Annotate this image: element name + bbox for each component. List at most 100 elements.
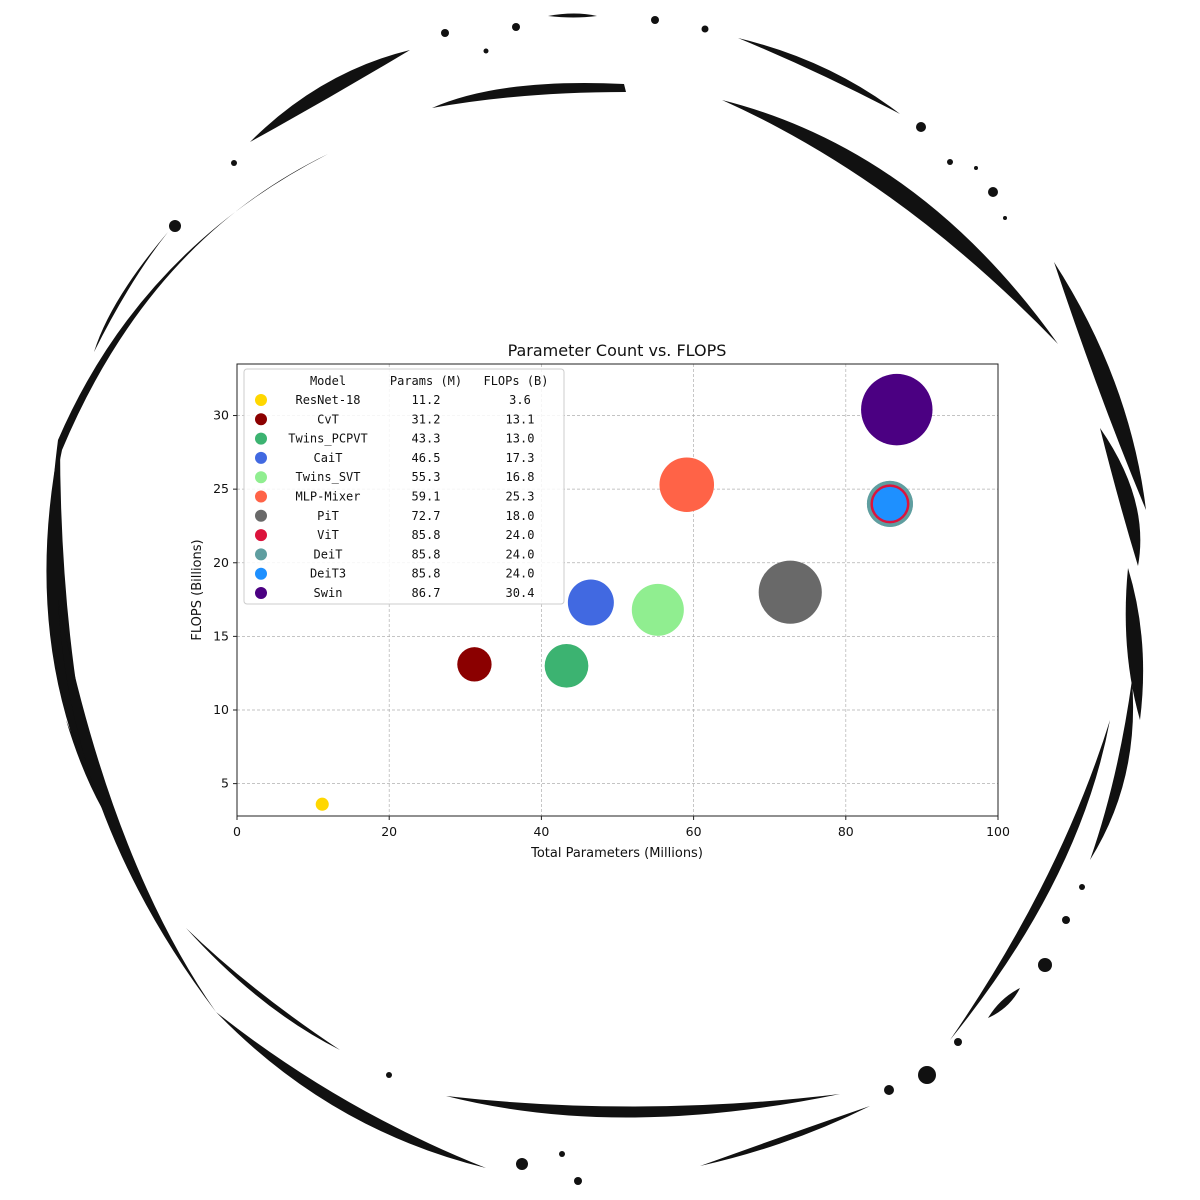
data-points bbox=[315, 373, 933, 811]
legend-flops-value: 24.0 bbox=[506, 528, 535, 542]
legend-model-name: Twins_SVT bbox=[295, 470, 360, 484]
splatter-dot bbox=[1079, 884, 1085, 890]
legend-params-value: 86.7 bbox=[412, 586, 441, 600]
legend-marker bbox=[255, 451, 267, 464]
legend-flops-value: 16.8 bbox=[506, 470, 535, 484]
legend-flops-value: 25.3 bbox=[506, 490, 535, 504]
splatter-dot bbox=[1062, 916, 1070, 924]
splatter-dot bbox=[954, 1038, 962, 1046]
point-resnet-18 bbox=[315, 797, 329, 811]
splatter-dot bbox=[884, 1085, 894, 1095]
legend-model-name: Swin bbox=[314, 586, 343, 600]
splatter-dot bbox=[441, 29, 449, 37]
legend-header-flops: FLOPs (B) bbox=[483, 374, 548, 388]
legend-flops-value: 17.3 bbox=[506, 451, 535, 465]
legend-marker bbox=[255, 567, 267, 580]
splatter-dot bbox=[988, 187, 998, 197]
x-axis-ticks: 0 20 40 60 80 100 bbox=[233, 816, 1010, 839]
chart-title: Parameter Count vs. FLOPS bbox=[508, 341, 727, 360]
brush-stroke bbox=[548, 13, 597, 18]
splatter-dot bbox=[947, 159, 953, 165]
brush-stroke bbox=[1054, 262, 1146, 510]
splatter-dot bbox=[916, 122, 926, 132]
splatter-dot bbox=[483, 48, 489, 54]
x-tick-label: 80 bbox=[838, 824, 854, 839]
y-tick-label: 20 bbox=[213, 555, 229, 570]
splatter-dot bbox=[651, 16, 659, 24]
x-axis-label: Total Parameters (Millions) bbox=[530, 846, 703, 861]
legend-params-value: 43.3 bbox=[412, 432, 441, 446]
legend-model-name: Twins_PCPVT bbox=[288, 432, 367, 446]
legend-flops-value: 13.0 bbox=[506, 432, 535, 446]
splatter-dot bbox=[701, 25, 709, 33]
legend-rows: ResNet-18 11.2 3.6 CvT 31.2 13.1 Twins_PCPVT 43… bbox=[255, 393, 534, 600]
legend-model-name: ViT bbox=[317, 528, 339, 542]
y-tick-label: 30 bbox=[213, 408, 229, 423]
legend-flops-value: 3.6 bbox=[509, 393, 531, 407]
brush-stroke bbox=[700, 1106, 870, 1166]
splatter-dot bbox=[974, 166, 978, 170]
legend: Model Params (M) FLOPs (B) ResNet-18 11.2… bbox=[243, 368, 565, 605]
brush-stroke bbox=[1100, 428, 1141, 566]
legend-marker bbox=[255, 394, 267, 406]
point-cvt bbox=[457, 647, 492, 682]
x-tick-label: 100 bbox=[986, 824, 1010, 839]
brush-stroke bbox=[250, 50, 410, 142]
legend-flops-value: 24.0 bbox=[506, 547, 535, 561]
splatter-dot bbox=[559, 1151, 565, 1157]
point-twins-pcpvt bbox=[544, 643, 589, 688]
x-tick-label: 60 bbox=[686, 824, 702, 839]
legend-params-value: 85.8 bbox=[412, 567, 441, 581]
legend-params-value: 55.3 bbox=[412, 470, 441, 484]
brush-stroke bbox=[46, 440, 98, 800]
legend-flops-value: 30.4 bbox=[506, 586, 535, 600]
legend-marker bbox=[255, 490, 267, 503]
brush-stroke bbox=[432, 83, 626, 108]
brush-stroke bbox=[446, 1094, 840, 1118]
point-swin bbox=[861, 373, 933, 446]
plot-area-border bbox=[236, 363, 999, 817]
y-tick-label: 25 bbox=[213, 481, 229, 496]
legend-marker bbox=[255, 413, 267, 426]
legend-params-value: 31.2 bbox=[412, 412, 441, 426]
legend-model-name: PiT bbox=[317, 509, 339, 523]
legend-box bbox=[243, 368, 565, 605]
y-tick-label: 5 bbox=[221, 776, 229, 791]
brush-stroke bbox=[1125, 568, 1144, 720]
point-mlp-mixer bbox=[659, 457, 715, 513]
legend-model-name: CvT bbox=[317, 412, 339, 426]
legend-flops-value: 13.1 bbox=[506, 412, 535, 426]
legend-marker bbox=[255, 529, 267, 542]
legend-params-value: 46.5 bbox=[412, 451, 441, 465]
legend-header-model: Model bbox=[310, 374, 346, 388]
splatter-dot bbox=[516, 1158, 528, 1170]
splatter-dot bbox=[169, 220, 181, 232]
splatter-dot bbox=[512, 23, 520, 31]
legend-params-value: 85.8 bbox=[412, 547, 441, 561]
y-tick-label: 10 bbox=[213, 702, 229, 717]
legend-params-value: 72.7 bbox=[412, 509, 441, 523]
legend-marker bbox=[255, 432, 267, 445]
legend-model-name: MLP-Mixer bbox=[295, 490, 360, 504]
splatter-dot bbox=[386, 1072, 392, 1078]
legend-marker bbox=[255, 587, 267, 599]
legend-params-value: 85.8 bbox=[412, 528, 441, 542]
splatter-dot bbox=[918, 1066, 936, 1084]
y-tick-label: 15 bbox=[213, 628, 229, 643]
legend-model-name: ResNet-18 bbox=[295, 393, 360, 407]
point-pit bbox=[758, 560, 822, 624]
legend-flops-value: 18.0 bbox=[506, 509, 535, 523]
legend-model-name: CaiT bbox=[314, 451, 343, 465]
legend-params-value: 11.2 bbox=[412, 393, 441, 407]
legend-model-name: DeiT3 bbox=[310, 567, 346, 581]
legend-marker bbox=[255, 509, 267, 522]
y-axis-label: FLOPS (Billions) bbox=[190, 539, 205, 640]
legend-params-value: 59.1 bbox=[412, 490, 441, 504]
splatter-dot bbox=[1038, 958, 1052, 972]
legend-model-name: DeiT bbox=[314, 547, 343, 561]
splatter-dot bbox=[574, 1177, 582, 1185]
x-tick-label: 20 bbox=[381, 824, 397, 839]
brush-stroke bbox=[988, 988, 1020, 1018]
